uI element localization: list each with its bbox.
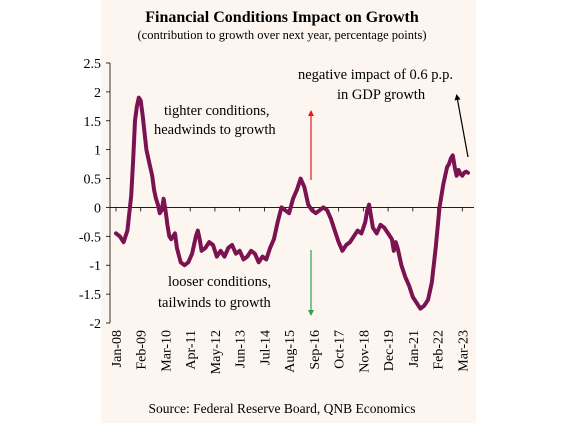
chart-source: Source: Federal Reserve Board, QNB Econo… <box>149 401 416 416</box>
x-tick-label: Jun-13 <box>234 330 249 368</box>
y-tick-label: 0.5 <box>84 173 102 188</box>
annotation-impact-line2: in GDP growth <box>337 87 426 103</box>
y-tick-label: -1.5 <box>79 288 101 303</box>
series-line <box>114 95 470 311</box>
x-axis: Jan-08 Feb-09 Mar-10 Apr-11 May-12 Jun-13 Jul-… <box>110 207 474 374</box>
x-tick-label: Sep-16 <box>308 330 323 370</box>
chart-title: Financial Conditions Impact on Growth <box>145 9 419 26</box>
x-tick-label: Jul-14 <box>258 330 273 365</box>
x-tick-label: Mar-23 <box>456 330 471 372</box>
y-tick-label: -1 <box>89 259 101 274</box>
x-tick-label: Dec-19 <box>382 330 397 371</box>
y-tick-label: -0.5 <box>79 230 101 245</box>
y-tick-label: 1.5 <box>84 115 102 130</box>
x-tick-label: Mar-10 <box>159 330 174 372</box>
x-tick-label: Feb-09 <box>135 330 150 370</box>
annotation-looser-line2: tailwinds to growth <box>158 295 272 311</box>
x-tick-label: Feb-22 <box>432 330 447 370</box>
x-tick-label: May-12 <box>209 330 224 374</box>
annotation-looser-line1: looser conditions, <box>168 274 271 290</box>
x-tick-label: Jan-08 <box>110 330 125 367</box>
annotation-tighter-line1: tighter conditions, <box>164 103 270 119</box>
x-tick-label: Oct-17 <box>333 330 348 369</box>
y-tick-label: 2 <box>94 86 101 101</box>
impact-arrow <box>454 94 469 158</box>
annotation-tighter-line2: headwinds to growth <box>154 122 276 138</box>
x-tick-label: Jan-21 <box>407 330 422 367</box>
y-tick-label: -2 <box>89 317 101 332</box>
chart-subtitle: (contribution to growth over next year, … <box>138 28 427 42</box>
y-tick-label: 1 <box>94 144 101 159</box>
y-axis: 2.5 2 1.5 1 0.5 0 -0.5 -1 -1.5 -2 <box>79 57 111 332</box>
annotation-impact-line1: negative impact of 0.6 p.p. <box>298 67 453 83</box>
x-tick-label: Nov-18 <box>357 330 372 373</box>
y-tick-label: 2.5 <box>84 57 102 72</box>
x-tick-label: Apr-11 <box>184 330 199 370</box>
x-tick-label: Aug-15 <box>283 330 298 373</box>
y-tick-label: 0 <box>94 201 101 216</box>
